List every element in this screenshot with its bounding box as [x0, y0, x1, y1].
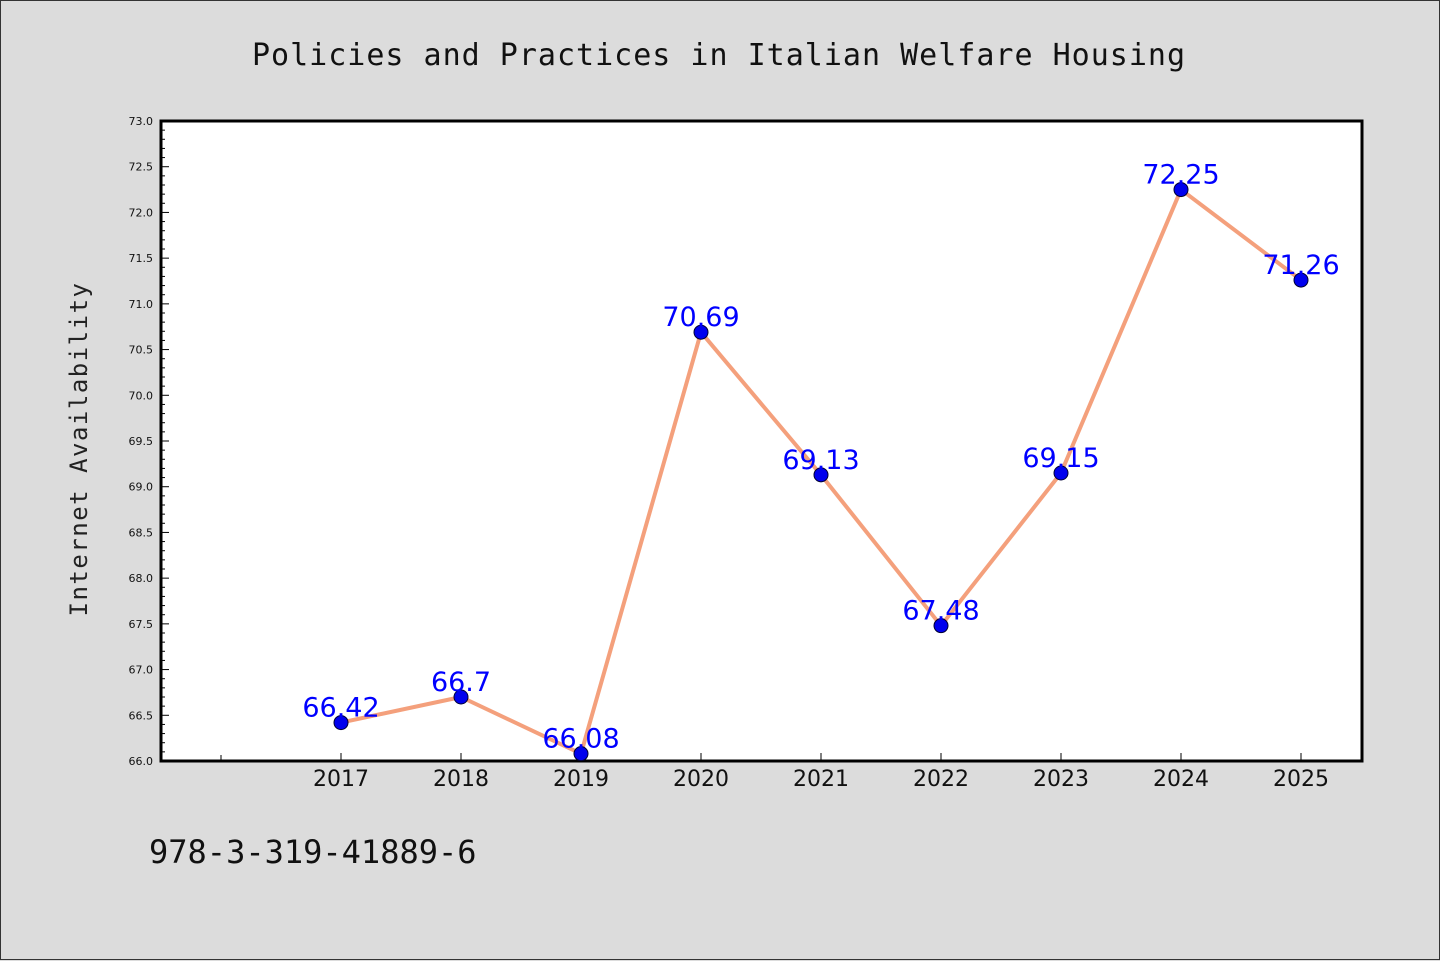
y-axis-ticks: 66.0 66.5 67.0 67.5 68.0 68.5 69.0 69.5 70.0 70.5… [129, 115, 169, 768]
y-axis-label: Internet Availability [65, 282, 93, 617]
x-tick-label: 2017 [313, 767, 369, 792]
footer-code: 978-3-319-41889-6 [149, 833, 477, 871]
data-point [333, 715, 349, 731]
y-tick-label: 68.5 [129, 526, 154, 539]
data-point [1173, 182, 1189, 198]
data-label: 71.26 [1262, 250, 1339, 281]
chart-title: Policies and Practices in Italian Welfar… [252, 38, 1186, 73]
data-point [573, 746, 589, 762]
y-tick-label: 69.0 [129, 481, 154, 494]
data-label: 69.15 [1022, 443, 1099, 474]
y-tick-label: 70.5 [129, 344, 154, 357]
y-tick-label: 71.5 [129, 252, 154, 265]
data-label: 66.08 [542, 724, 619, 755]
data-label: 66.7 [431, 667, 491, 698]
y-tick-label: 72.0 [129, 206, 154, 219]
data-label: 70.69 [662, 302, 739, 333]
data-point [1293, 272, 1309, 288]
x-tick-label: 2022 [913, 767, 969, 792]
x-tick-label: 2025 [1273, 767, 1329, 792]
x-tick-label: 2024 [1153, 767, 1209, 792]
y-tick-label: 72.5 [129, 161, 154, 174]
y-tick-label: 71.0 [129, 298, 154, 311]
data-point [1053, 465, 1069, 481]
data-point [813, 467, 829, 483]
x-tick-label: 2021 [793, 767, 849, 792]
data-label: 66.42 [302, 693, 379, 724]
data-labels-group: 66.42 66.7 66.08 70.69 69.13 67.48 69.15 72.25 7… [302, 160, 1339, 755]
data-point [693, 324, 709, 340]
y-tick-label: 68.0 [129, 572, 154, 585]
x-tick-label: 2023 [1033, 767, 1089, 792]
x-tick-label: 2018 [433, 767, 489, 792]
plot-area [159, 119, 1364, 763]
x-tick-label: 2019 [553, 767, 609, 792]
data-label: 69.13 [782, 445, 859, 476]
y-tick-label: 66.0 [129, 755, 154, 768]
y-tick-label: 67.5 [129, 618, 154, 631]
data-point [453, 689, 469, 705]
x-axis-ticks: 2017 2018 2019 2020 2021 2022 2023 2024 2025 [220, 753, 1329, 792]
y-minor-ticks [161, 129, 165, 753]
data-point [933, 618, 949, 634]
y-tick-label: 67.0 [129, 664, 154, 677]
y-tick-label: 69.5 [129, 435, 154, 448]
data-label: 67.48 [902, 596, 979, 627]
series-points-group [333, 182, 1309, 762]
y-tick-label: 73.0 [129, 115, 154, 128]
x-tick-label: 2020 [673, 767, 729, 792]
y-tick-label: 66.5 [129, 709, 154, 722]
y-tick-label: 70.0 [129, 389, 154, 402]
data-label: 72.25 [1142, 160, 1219, 191]
